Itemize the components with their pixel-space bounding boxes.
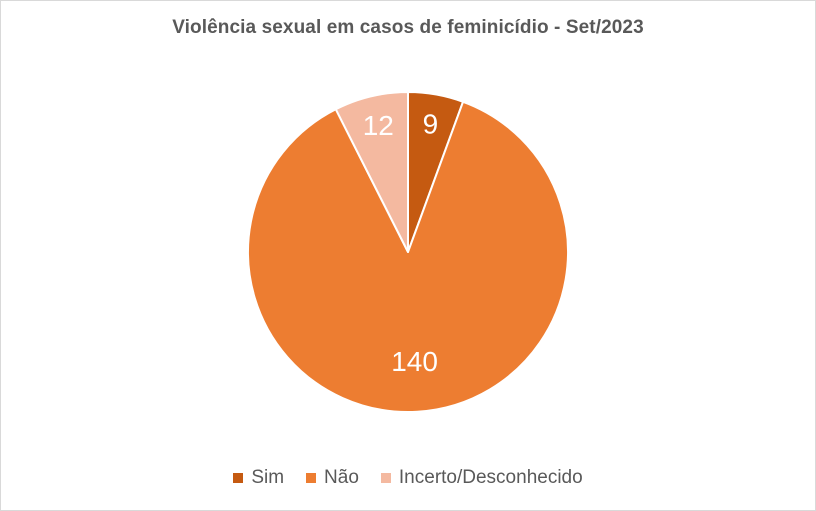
data-label-nao: 140	[391, 346, 438, 377]
legend-item-incerto: Incerto/Desconhecido	[380, 467, 583, 489]
legend-swatch-sim	[233, 473, 244, 483]
legend-swatch-incerto	[380, 473, 391, 483]
legend-label-sim: Sim	[251, 467, 285, 488]
legend-item-sim: Sim	[233, 467, 284, 489]
legend-swatch-nao	[306, 473, 317, 483]
pie-slice-nao	[247, 100, 569, 413]
legend: Sim Não Incerto/Desconhecido	[0, 467, 816, 489]
legend-label-incerto: Incerto/Desconhecido	[398, 467, 583, 488]
legend-label-nao: Não	[324, 467, 359, 488]
data-label-sim: 9	[423, 108, 439, 139]
pie-slice-incerto	[334, 91, 409, 253]
legend-item-nao: Não	[306, 467, 359, 489]
chart-title: Violência sexual em casos de feminicídio…	[172, 17, 644, 38]
data-label-incerto: 12	[363, 110, 394, 141]
